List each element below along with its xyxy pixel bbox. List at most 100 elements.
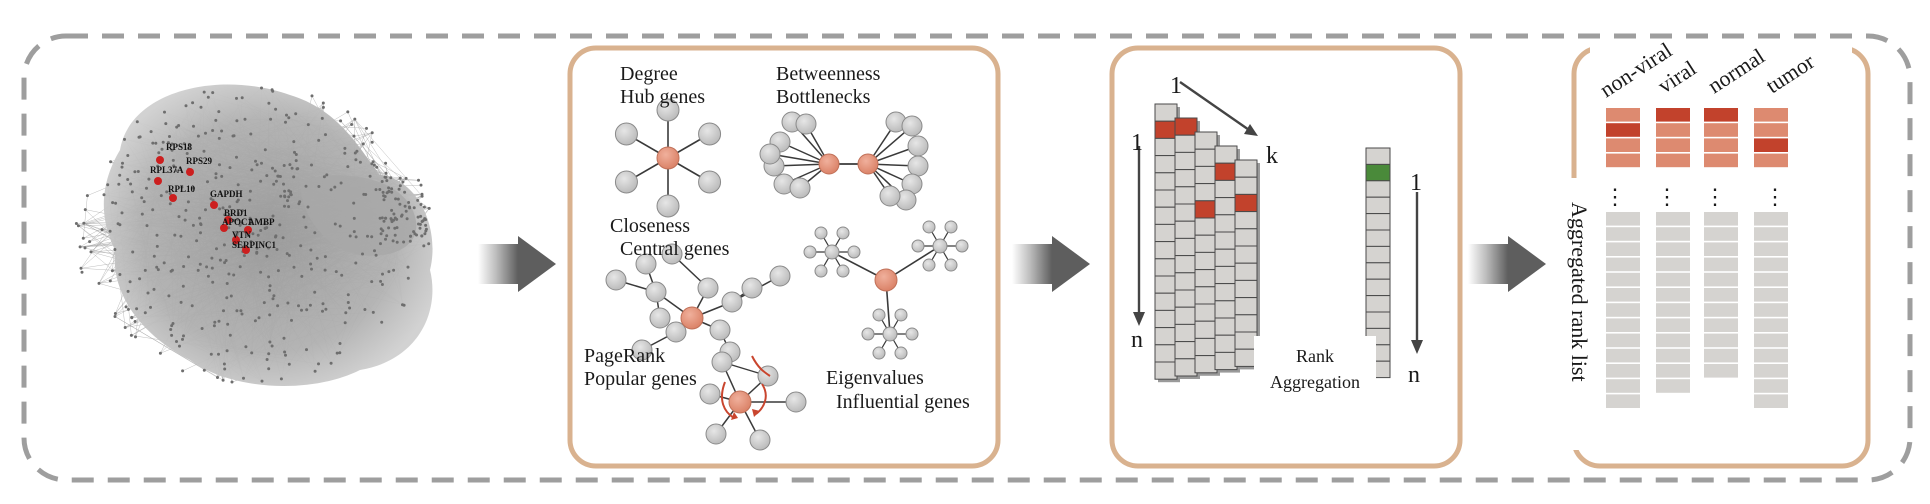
network-node [387, 270, 391, 274]
network-node [182, 142, 186, 146]
network-node [392, 268, 396, 272]
network-node [354, 261, 358, 265]
aggregated-cell [1365, 196, 1391, 215]
network-node [249, 221, 252, 225]
ellipses: ⋮ ⋮ ⋮ ⋮ [1604, 184, 1786, 209]
network-node [424, 227, 428, 231]
rank-list-column [1704, 108, 1738, 378]
network-node [384, 175, 388, 179]
rank-cell [1194, 251, 1218, 271]
aggregated-cell [1365, 163, 1391, 182]
rank-cell [1174, 151, 1198, 171]
network-node [422, 205, 426, 209]
graph-node [814, 264, 828, 278]
network-node [230, 380, 234, 384]
rank-cell [1174, 306, 1198, 325]
ellipsis: ⋮ [1604, 184, 1626, 209]
top-rank-cell [1704, 153, 1738, 168]
network-node [260, 161, 263, 165]
network-node [296, 167, 300, 171]
network-node [381, 190, 385, 194]
network-node [218, 163, 221, 167]
network-node [123, 326, 127, 329]
betweenness-title: Betweenness [776, 63, 881, 85]
graph-node [795, 113, 817, 135]
rank-cell [1754, 227, 1788, 241]
rank-cell [1174, 186, 1198, 205]
network-node [403, 204, 407, 208]
rank-cell [1234, 193, 1258, 213]
rank-cell [1234, 176, 1258, 195]
network-node [287, 205, 291, 209]
network-node [79, 266, 83, 270]
rank-cell [1214, 351, 1238, 371]
betweenness-subtitle: Bottlenecks [776, 86, 871, 108]
graph-node [635, 253, 657, 275]
network-node [283, 350, 287, 354]
network-node [397, 187, 401, 191]
rank-cell [1194, 165, 1218, 185]
network-node [284, 120, 287, 124]
network-node [274, 235, 277, 239]
network-node [255, 246, 259, 250]
network-node [265, 254, 269, 258]
network-node [418, 222, 422, 226]
rank-cell [1174, 134, 1198, 153]
network-node [271, 166, 274, 170]
rank-cell [1704, 212, 1738, 226]
network-node [317, 138, 321, 142]
network-node [287, 116, 291, 120]
network-node [302, 215, 306, 219]
network-node [248, 216, 252, 220]
network-node [387, 189, 391, 193]
network-node [329, 361, 333, 365]
rank-cell [1154, 258, 1178, 277]
rank-cell [1656, 288, 1690, 302]
aggregated-column [1365, 147, 1391, 379]
network-node [117, 182, 121, 186]
network-node [379, 227, 383, 231]
network-node [299, 244, 303, 248]
rank-cell [1194, 131, 1218, 150]
network-node [76, 224, 80, 228]
network-node [190, 304, 194, 308]
highlighted-genes [154, 156, 252, 254]
network-node [178, 344, 181, 348]
network-node [358, 160, 362, 164]
graph-node [882, 326, 898, 342]
network-node [286, 199, 289, 203]
network-node [109, 160, 113, 164]
network-node [231, 134, 235, 138]
network-node [140, 196, 144, 200]
network-node [287, 362, 291, 366]
graph-node [614, 122, 638, 146]
network-node [306, 123, 310, 127]
network-node [294, 159, 298, 163]
right-end-index: n [1408, 362, 1420, 388]
graph-node [922, 220, 936, 234]
network-node [272, 294, 276, 298]
network-node [187, 255, 190, 259]
network-node [242, 376, 245, 380]
network-node [204, 208, 207, 212]
rank-cell [1154, 361, 1178, 380]
network-node [393, 233, 397, 237]
network-node [243, 117, 247, 121]
network-node [135, 307, 139, 311]
network-node [365, 126, 368, 130]
network-node [186, 146, 190, 150]
network-node [309, 248, 313, 252]
network-node [355, 149, 359, 153]
network-node [423, 217, 427, 221]
network-node [97, 281, 101, 285]
network-node [391, 239, 395, 243]
rank-cell [1214, 145, 1238, 164]
rank-cell [1194, 320, 1218, 339]
network-node [346, 301, 350, 304]
network-node [143, 268, 147, 272]
network-node [213, 320, 217, 324]
eigen-title: Eigenvalues [826, 367, 924, 389]
rank-cell [1194, 217, 1218, 236]
closeness-graph [605, 243, 791, 363]
network-node [222, 309, 225, 313]
